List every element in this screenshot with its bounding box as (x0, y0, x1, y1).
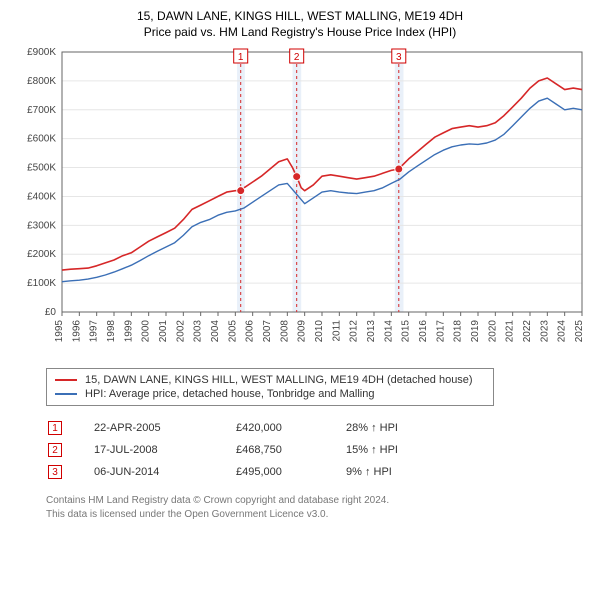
svg-text:2001: 2001 (158, 320, 169, 343)
svg-text:2020: 2020 (487, 320, 498, 343)
footer-line2: This data is licensed under the Open Gov… (46, 508, 590, 522)
chart-title-line2: Price paid vs. HM Land Registry's House … (10, 24, 590, 40)
svg-text:2017: 2017 (435, 320, 446, 343)
svg-text:1998: 1998 (106, 320, 117, 343)
svg-text:£900K: £900K (27, 47, 56, 58)
svg-text:2021: 2021 (505, 320, 516, 343)
svg-text:2010: 2010 (314, 320, 325, 343)
line-chart-svg: £0 £100K £200K £300K £400K £500K £600K £700K £80… (10, 44, 590, 362)
marker-badge: 3 (48, 465, 62, 479)
svg-text:2023: 2023 (539, 320, 550, 343)
legend-swatch (55, 393, 77, 395)
svg-text:£0: £0 (45, 307, 57, 318)
svg-text:£500K: £500K (27, 163, 56, 174)
marker-diff: 15% ↑ HPI (346, 440, 456, 460)
svg-text:2: 2 (294, 52, 300, 63)
svg-text:£700K: £700K (27, 105, 56, 116)
svg-text:2011: 2011 (331, 320, 342, 342)
marker-badge: 2 (48, 443, 62, 457)
svg-text:£200K: £200K (27, 250, 56, 261)
svg-text:2022: 2022 (522, 320, 533, 343)
marker-price: £420,000 (236, 418, 344, 438)
svg-text:£400K: £400K (27, 192, 56, 203)
legend-row: 15, DAWN LANE, KINGS HILL, WEST MALLING,… (55, 373, 485, 387)
svg-text:2004: 2004 (210, 320, 221, 343)
legend-label: HPI: Average price, detached house, Tonb… (85, 388, 374, 400)
svg-text:1995: 1995 (54, 320, 65, 343)
legend-row: HPI: Average price, detached house, Tonb… (55, 387, 485, 401)
marker-date: 22-APR-2005 (94, 418, 234, 438)
svg-text:2014: 2014 (383, 320, 394, 343)
footer-attribution: Contains HM Land Registry data © Crown c… (46, 494, 590, 521)
chart-title-line1: 15, DAWN LANE, KINGS HILL, WEST MALLING,… (10, 8, 590, 24)
svg-text:1999: 1999 (123, 320, 134, 343)
svg-text:£800K: £800K (27, 76, 56, 87)
svg-text:2009: 2009 (297, 320, 308, 343)
svg-text:2025: 2025 (574, 320, 585, 343)
svg-text:2006: 2006 (245, 320, 256, 343)
svg-text:3: 3 (396, 52, 402, 63)
marker-row: 3 06-JUN-2014£495,0009% ↑ HPI (48, 462, 456, 482)
svg-text:£600K: £600K (27, 134, 56, 145)
legend-label: 15, DAWN LANE, KINGS HILL, WEST MALLING,… (85, 374, 473, 386)
svg-text:2008: 2008 (279, 320, 290, 343)
svg-text:2018: 2018 (453, 320, 464, 343)
marker-price: £495,000 (236, 462, 344, 482)
marker-row: 2 17-JUL-2008£468,75015% ↑ HPI (48, 440, 456, 460)
marker-price: £468,750 (236, 440, 344, 460)
svg-text:£100K: £100K (27, 278, 56, 289)
svg-text:1: 1 (238, 52, 244, 63)
svg-text:2003: 2003 (193, 320, 204, 343)
marker-diff: 28% ↑ HPI (346, 418, 456, 438)
marker-date: 17-JUL-2008 (94, 440, 234, 460)
svg-text:2013: 2013 (366, 320, 377, 343)
svg-text:2019: 2019 (470, 320, 481, 343)
marker-row: 1 22-APR-2005£420,00028% ↑ HPI (48, 418, 456, 438)
svg-text:2000: 2000 (141, 320, 152, 343)
marker-diff: 9% ↑ HPI (346, 462, 456, 482)
chart-area: £0 £100K £200K £300K £400K £500K £600K £700K £80… (10, 44, 590, 362)
svg-text:2016: 2016 (418, 320, 429, 343)
marker-date: 06-JUN-2014 (94, 462, 234, 482)
footer-line1: Contains HM Land Registry data © Crown c… (46, 494, 590, 508)
legend-swatch (55, 379, 77, 381)
legend: 15, DAWN LANE, KINGS HILL, WEST MALLING,… (46, 368, 494, 406)
svg-text:2005: 2005 (227, 320, 238, 343)
svg-text:£300K: £300K (27, 221, 56, 232)
svg-text:2024: 2024 (557, 320, 568, 343)
svg-text:2012: 2012 (349, 320, 360, 343)
svg-text:2002: 2002 (175, 320, 186, 343)
svg-text:2007: 2007 (262, 320, 273, 343)
svg-text:1996: 1996 (71, 320, 82, 343)
svg-text:1997: 1997 (89, 320, 100, 343)
svg-text:2015: 2015 (401, 320, 412, 343)
marker-badge: 1 (48, 421, 62, 435)
marker-table: 1 22-APR-2005£420,00028% ↑ HPI 2 17-JUL-200… (46, 416, 458, 484)
